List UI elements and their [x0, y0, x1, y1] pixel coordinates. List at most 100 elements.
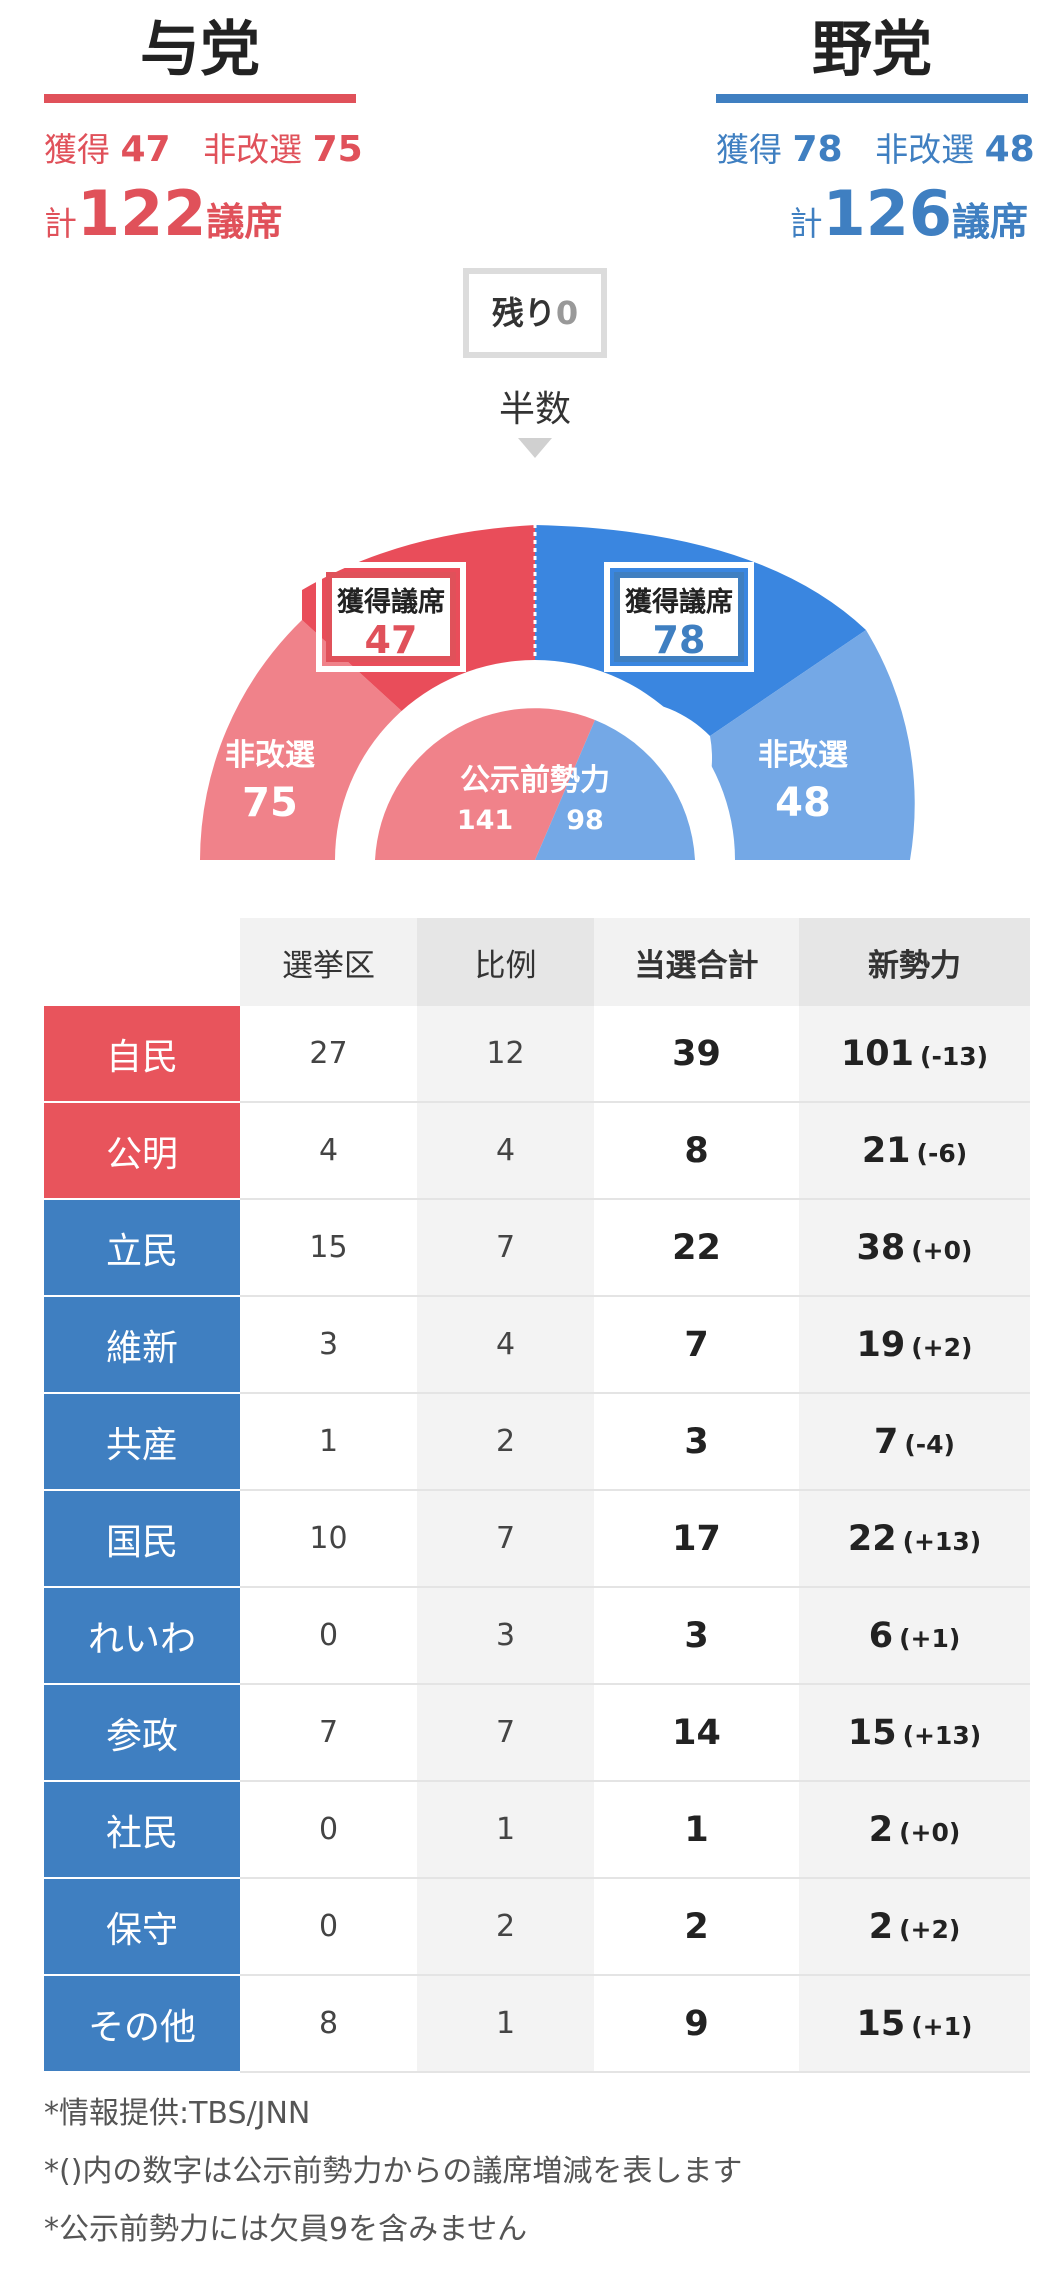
pr-seats: 1 [417, 1781, 594, 1879]
party-name: 保守 [44, 1878, 240, 1976]
majority-label: 半数 [498, 389, 571, 430]
opposition-pre-value: 98 [566, 805, 604, 836]
new-strength-value: 21 [861, 1130, 911, 1171]
results-table: 選挙区 比例 当選合計 新勢力 自民 27 12 39 101 (-13) 公明 4 4 8 21(… [44, 918, 1030, 2073]
remaining-value: 0 [555, 294, 579, 332]
party-name: 共産 [44, 1393, 240, 1491]
new-strength: 101 (-13) [799, 1006, 1030, 1103]
table-row: 社民 0 1 1 2 (+0) [44, 1781, 1030, 1879]
opposition-seats-won-label: 獲得議席 [625, 587, 733, 618]
pr-seats: 2 [417, 1393, 594, 1491]
new-strength-value: 101 [840, 1033, 915, 1074]
table-row: 立民 15 7 22 38 (+0) [44, 1199, 1030, 1297]
pr-seats: 2 [417, 1878, 594, 1976]
ruling-total-prefix: 計 [44, 204, 77, 243]
new-strength: 38 (+0) [799, 1199, 1030, 1297]
total-seats: 1 [594, 1781, 799, 1879]
total-seats: 2 [594, 1878, 799, 1976]
ruling-total-value: 122 [77, 177, 207, 250]
pr-seats: 3 [417, 1587, 594, 1685]
opposition-not-up-value: 48 [984, 129, 1035, 170]
total-seats: 3 [594, 1587, 799, 1685]
new-strength-diff: (+2) [899, 1914, 961, 1944]
opposition-total-unit: 議席 [951, 200, 1028, 244]
results-body: 自民 27 12 39 101 (-13) 公明 4 4 8 21 (-6) 立民 15 7 22 38 (+0)… [44, 1006, 1030, 2073]
new-strength-diff: (+0) [899, 1817, 961, 1847]
footnote-source: *情報提供:TBS/JNN [44, 2096, 311, 2131]
opposition-color-bar [716, 94, 1028, 103]
district-seats: 10 [240, 1490, 417, 1588]
remaining-label: 残り [491, 294, 556, 332]
party-name: 自民 [44, 1006, 240, 1103]
new-strength: 19 (+2) [799, 1296, 1030, 1394]
opposition-won-label: 獲得 [716, 130, 782, 169]
table-row: 国民 10 7 17 22 (+13) [44, 1490, 1030, 1588]
new-strength-diff: (+1) [899, 1623, 961, 1653]
new-strength-value: 2 [868, 1809, 894, 1850]
party-name: 国民 [44, 1490, 240, 1588]
new-strength: 2 (+0) [799, 1781, 1030, 1879]
opposition-total-value: 126 [822, 177, 952, 250]
total-seats: 3 [594, 1393, 799, 1491]
table-row: 維新 3 4 7 19 (+2) [44, 1296, 1030, 1394]
opposition-not-up-label: 非改選 [758, 738, 848, 773]
new-strength-diff: (+0) [911, 1235, 973, 1265]
ruling-won-label: 獲得 [44, 130, 110, 169]
new-strength-value: 22 [847, 1518, 897, 1559]
ruling-not-up-label: 非改選 [225, 738, 315, 773]
new-strength: 2 (+2) [799, 1878, 1030, 1976]
total-seats: 14 [594, 1684, 799, 1782]
pr-seats: 4 [417, 1296, 594, 1394]
footnote-diff: *()内の数字は公示前勢力からの議席増減を表します [44, 2154, 743, 2189]
ruling-seats-won-value: 47 [364, 618, 418, 662]
header-district: 選挙区 [240, 918, 417, 1006]
table-row: 公明 4 4 8 21 (-6) [44, 1102, 1030, 1200]
table-row: 自民 27 12 39 101 (-13) [44, 1006, 1030, 1103]
seat-semicircle-chart [200, 438, 915, 860]
new-strength-diff: (+1) [911, 2011, 973, 2041]
total-seats: 9 [594, 1975, 799, 2073]
district-seats: 7 [240, 1684, 417, 1782]
party-name: 維新 [44, 1296, 240, 1394]
table-row: 共産 1 2 3 7 (-4) [44, 1393, 1030, 1491]
new-strength: 7 (-4) [799, 1393, 1030, 1491]
pr-seats: 7 [417, 1199, 594, 1297]
table-row: れいわ 0 3 3 6 (+1) [44, 1587, 1030, 1685]
table-row: 参政 7 7 14 15 (+13) [44, 1684, 1030, 1782]
opposition-seats-won-box: 獲得議席 78 [604, 562, 754, 672]
header-total: 当選合計 [594, 918, 799, 1006]
new-strength-value: 7 [874, 1421, 899, 1462]
total-seats: 22 [594, 1199, 799, 1297]
district-seats: 0 [240, 1781, 417, 1879]
table-row: 保守 0 2 2 2 (+2) [44, 1878, 1030, 1976]
ruling-not-up-value: 75 [242, 780, 298, 826]
opposition-breakdown: 獲得 78 非改選 48 [716, 123, 1035, 171]
district-seats: 0 [240, 1587, 417, 1685]
new-strength-diff: (-13) [920, 1041, 989, 1071]
new-strength: 6 (+1) [799, 1587, 1030, 1685]
remaining-box: 残り0 [463, 268, 607, 358]
new-strength-diff: (+13) [902, 1720, 982, 1750]
majority-marker-icon [518, 438, 552, 458]
opposition-won-value: 78 [792, 129, 843, 170]
new-strength: 21 (-6) [799, 1102, 1030, 1200]
new-strength-value: 38 [856, 1227, 906, 1268]
district-seats: 8 [240, 1975, 417, 2073]
new-strength-value: 6 [868, 1615, 894, 1656]
pr-seats: 7 [417, 1684, 594, 1782]
opposition-summary: 野党 獲得 78 非改選 48 計126議席 [716, 0, 1035, 250]
ruling-won-value: 47 [120, 129, 171, 170]
header-new-strength: 新勢力 [799, 918, 1030, 1006]
opposition-not-up-label: 非改選 [875, 130, 975, 169]
header-pr: 比例 [417, 918, 594, 1006]
district-seats: 1 [240, 1393, 417, 1491]
total-seats: 7 [594, 1296, 799, 1394]
party-name: 社民 [44, 1781, 240, 1879]
district-seats: 0 [240, 1878, 417, 1976]
new-strength-value: 19 [856, 1324, 906, 1365]
party-name: 公明 [44, 1102, 240, 1200]
new-strength: 15 (+13) [799, 1684, 1030, 1782]
ruling-title: 与党 [140, 15, 260, 85]
ruling-seats-won-label: 獲得議席 [337, 587, 445, 618]
ruling-pre-value: 141 [456, 805, 514, 836]
